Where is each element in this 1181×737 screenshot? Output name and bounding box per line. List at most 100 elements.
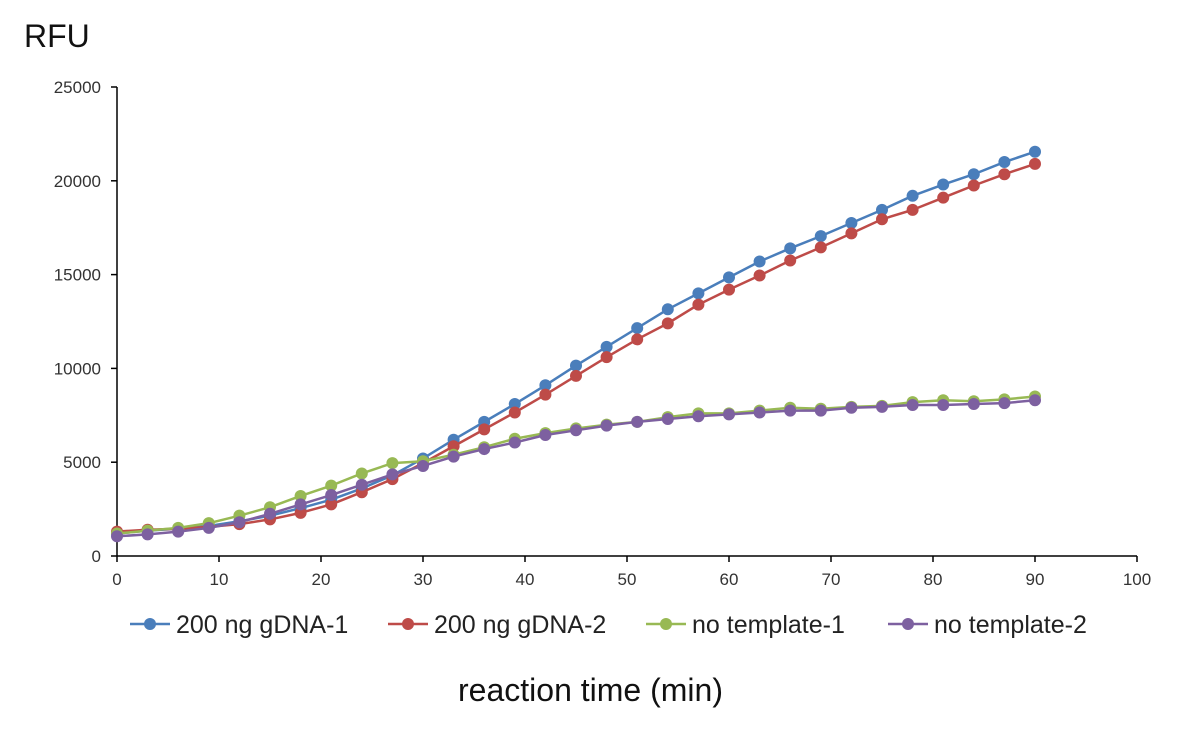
legend-item: 200 ng gDNA-2 xyxy=(388,611,606,639)
data-point xyxy=(937,178,950,191)
data-point xyxy=(570,359,582,372)
x-tick-label: 40 xyxy=(516,570,535,589)
data-point xyxy=(723,408,735,421)
x-tick-label: 90 xyxy=(1026,570,1045,589)
data-point xyxy=(264,507,276,520)
legend-marker xyxy=(902,618,914,630)
data-point xyxy=(631,322,644,335)
data-point xyxy=(906,203,919,216)
data-point xyxy=(906,189,919,202)
data-point xyxy=(325,479,338,492)
data-point xyxy=(1029,394,1041,407)
data-point xyxy=(478,443,491,456)
data-point xyxy=(723,271,735,284)
data-point xyxy=(692,287,705,300)
legend: 200 ng gDNA-1 200 ng gDNA-2 no template-1 n… xyxy=(130,611,1087,639)
y-tick-label: 0 xyxy=(92,547,101,566)
data-point xyxy=(998,168,1011,181)
y-tick-label: 25000 xyxy=(54,78,101,97)
data-point xyxy=(906,398,919,411)
y-tick-label: 10000 xyxy=(54,359,101,378)
legend-label: no template-2 xyxy=(934,611,1087,639)
legend-marker xyxy=(402,618,414,630)
data-point xyxy=(998,156,1011,169)
data-point xyxy=(937,191,950,204)
data-point xyxy=(967,398,980,411)
data-point xyxy=(386,457,399,470)
data-point xyxy=(570,369,582,382)
series-1 xyxy=(111,145,1041,540)
data-point xyxy=(753,269,766,282)
data-point xyxy=(876,400,888,413)
data-point xyxy=(661,317,674,330)
data-point xyxy=(417,459,429,472)
data-point xyxy=(478,423,491,436)
series-line xyxy=(116,162,1036,533)
data-point xyxy=(508,406,521,419)
legend-marker xyxy=(144,618,156,630)
y-axis-title: RFU xyxy=(24,18,90,54)
x-tick-label: 80 xyxy=(924,570,943,589)
data-point xyxy=(355,467,368,480)
x-axis-title: reaction time (min) xyxy=(458,672,723,708)
series-line xyxy=(116,150,1036,535)
legend-label: 200 ng gDNA-1 xyxy=(176,611,348,639)
x-tick-label: 100 xyxy=(1123,570,1151,589)
data-point xyxy=(814,241,827,254)
data-point xyxy=(539,428,552,441)
y-tick-label: 5000 xyxy=(63,453,101,472)
data-point xyxy=(600,419,613,432)
data-point xyxy=(784,254,797,267)
data-point xyxy=(631,333,644,346)
data-point xyxy=(600,340,613,353)
series-4 xyxy=(111,394,1041,543)
data-point xyxy=(386,468,399,481)
data-point xyxy=(233,516,246,529)
legend-marker xyxy=(660,618,672,630)
legend-label: no template-1 xyxy=(692,611,845,639)
data-point xyxy=(784,242,797,255)
data-point xyxy=(325,498,338,511)
data-point xyxy=(447,440,460,453)
legend-label: 200 ng gDNA-2 xyxy=(434,611,606,639)
data-point xyxy=(172,525,185,538)
data-point xyxy=(539,379,552,392)
data-point xyxy=(1029,157,1041,170)
data-point xyxy=(111,530,123,543)
data-point xyxy=(876,203,888,216)
data-point xyxy=(692,298,705,311)
data-point xyxy=(447,450,460,463)
data-point xyxy=(1029,145,1041,158)
data-point xyxy=(937,398,950,411)
legend-item: no template-2 xyxy=(888,611,1087,639)
data-point xyxy=(723,283,735,296)
data-point xyxy=(294,498,307,511)
data-point xyxy=(539,388,552,401)
y-tick-label: 15000 xyxy=(54,266,101,285)
series-line xyxy=(116,399,1036,538)
x-tick-label: 10 xyxy=(210,570,229,589)
data-point xyxy=(845,227,858,240)
data-point xyxy=(294,506,307,519)
data-point xyxy=(508,436,521,449)
data-point xyxy=(967,168,980,181)
legend-item: 200 ng gDNA-1 xyxy=(130,611,348,639)
data-point xyxy=(967,179,980,192)
data-point xyxy=(753,255,766,268)
data-point xyxy=(845,217,858,230)
data-point xyxy=(784,404,797,417)
data-point xyxy=(294,489,307,502)
series-2 xyxy=(111,157,1041,538)
data-point xyxy=(600,351,613,364)
data-point xyxy=(355,478,368,491)
legend-item: no template-1 xyxy=(646,611,845,639)
x-tick-label: 60 xyxy=(720,570,739,589)
x-tick-label: 0 xyxy=(112,570,121,589)
x-tick-label: 30 xyxy=(414,570,433,589)
data-point xyxy=(814,404,827,417)
x-tick-label: 20 xyxy=(312,570,331,589)
x-tick-label: 50 xyxy=(618,570,637,589)
data-point xyxy=(753,406,766,419)
data-point xyxy=(814,230,827,243)
